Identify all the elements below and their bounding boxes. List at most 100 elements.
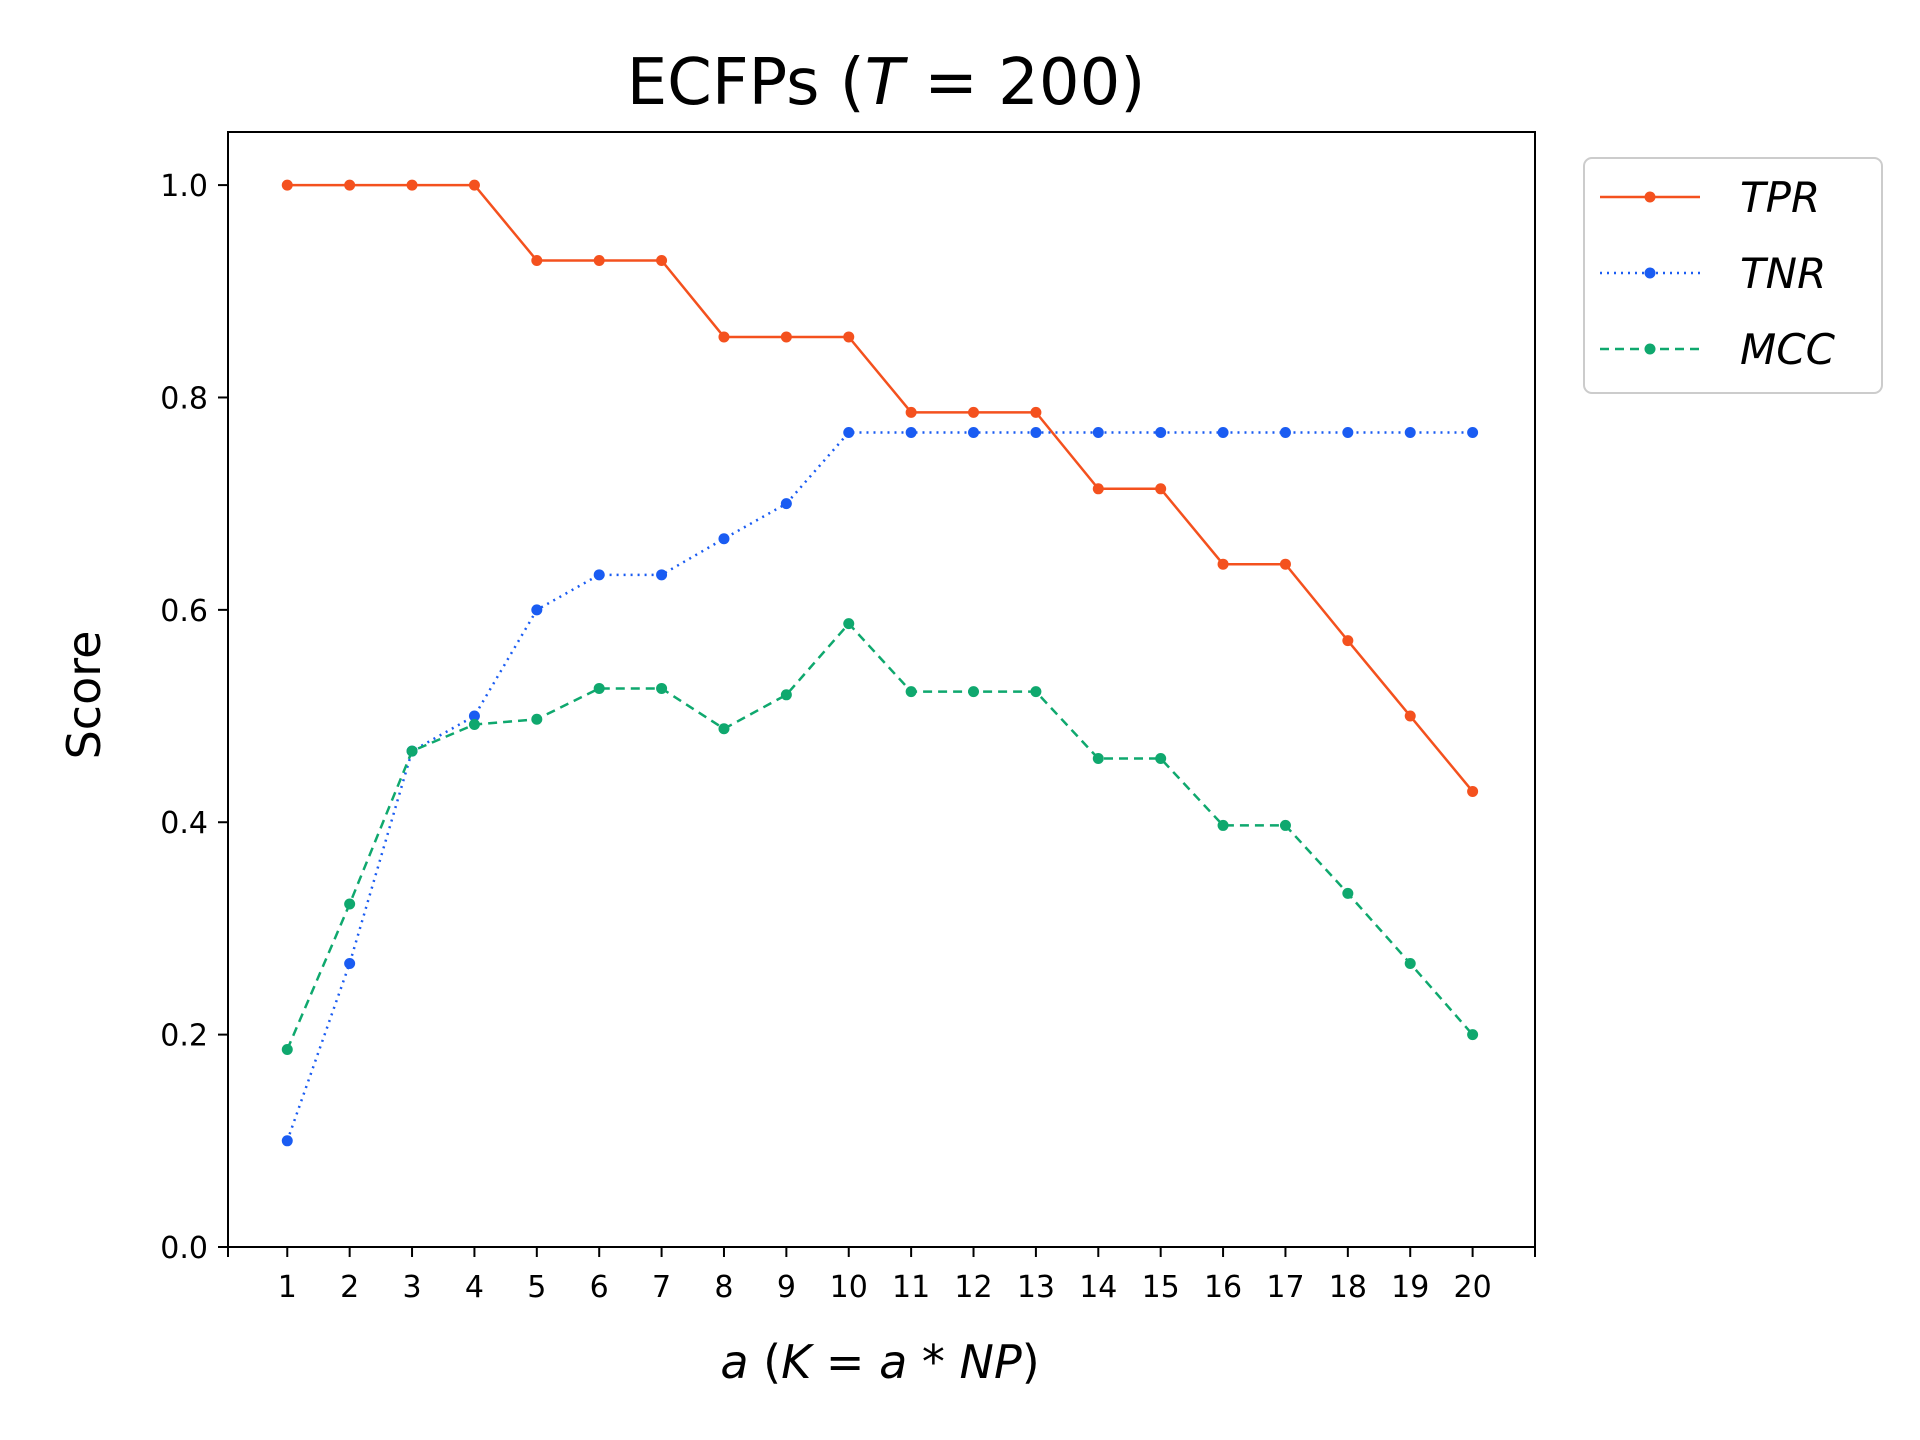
data-point — [1467, 1029, 1479, 1041]
legend-box — [1583, 157, 1883, 394]
series-layer — [281, 179, 1479, 1147]
data-point — [718, 723, 730, 735]
y-tick-label: 0.4 — [160, 806, 208, 841]
data-point — [843, 427, 855, 439]
legend-marker — [1644, 191, 1656, 203]
data-point — [1467, 427, 1479, 439]
data-point — [1404, 957, 1416, 969]
data-point — [1092, 483, 1104, 495]
series-tpr — [281, 179, 1479, 797]
series-line-mcc — [286, 621, 1474, 1050]
data-point — [531, 604, 543, 616]
y-tick-label: 0.0 — [160, 1231, 208, 1266]
data-point — [281, 1135, 293, 1147]
x-tick-label: 5 — [527, 1270, 546, 1305]
x-tick-label: 9 — [777, 1270, 796, 1305]
data-point — [1404, 710, 1416, 722]
data-point — [780, 498, 792, 510]
y-tick-label: 1.0 — [160, 169, 208, 204]
data-point — [1279, 819, 1291, 831]
data-point — [281, 1043, 293, 1055]
x-tick-label: 8 — [714, 1270, 733, 1305]
data-point — [718, 331, 730, 343]
chart-title: ECFPs (T = 200) — [627, 46, 1146, 120]
data-point — [1155, 427, 1167, 439]
data-point — [593, 254, 605, 266]
x-tick-label: 13 — [1017, 1270, 1055, 1305]
data-point — [1279, 427, 1291, 439]
x-axis: 1 2 3 4 5 6 7 8 9 10 11 12 13 14 15 16 17 18 19 20 — [227, 1247, 1536, 1305]
x-tick-label: 15 — [1142, 1270, 1180, 1305]
x-tick-label: 16 — [1204, 1270, 1242, 1305]
legend-item-tnr: TNR — [1600, 249, 1826, 298]
x-tick-label: 1 — [278, 1270, 297, 1305]
x-tick-label: 6 — [590, 1270, 609, 1305]
y-tick-label: 0.2 — [160, 1019, 208, 1054]
x-tick-label: 10 — [830, 1270, 868, 1305]
legend-label: TPR — [1740, 173, 1820, 222]
data-point — [718, 533, 730, 545]
legend-marker — [1644, 343, 1656, 355]
series-mcc — [281, 618, 1479, 1055]
series-line-tpr — [287, 183, 1474, 793]
data-point — [406, 179, 418, 191]
y-axis: 0.0 0.2 0.4 0.6 0.8 1.0 — [160, 169, 228, 1266]
x-axis-title: a (K = a * NP) — [720, 1335, 1039, 1389]
x-tick-label: 7 — [652, 1270, 671, 1305]
y-tick-label: 0.8 — [160, 381, 208, 416]
legend: TPR TNR MCC — [1583, 157, 1883, 394]
data-point — [531, 254, 543, 266]
data-point — [1279, 558, 1291, 570]
legend-item-mcc: MCC — [1600, 325, 1836, 374]
data-point — [1030, 406, 1042, 418]
data-point — [780, 689, 792, 701]
data-point — [531, 713, 543, 725]
x-tick-label: 20 — [1454, 1270, 1492, 1305]
data-point — [1342, 887, 1354, 899]
legend-item-tpr: TPR — [1600, 173, 1820, 222]
data-point — [344, 179, 356, 191]
data-point — [968, 406, 980, 418]
x-tick-label: 4 — [465, 1270, 484, 1305]
data-point — [905, 427, 917, 439]
y-tick-label: 0.6 — [160, 594, 208, 629]
data-point — [281, 179, 293, 191]
x-tick-label: 19 — [1391, 1270, 1429, 1305]
data-point — [1342, 635, 1354, 647]
data-point — [1217, 427, 1229, 439]
data-point — [1155, 483, 1167, 495]
series-tnr — [281, 427, 1479, 1147]
data-point — [468, 719, 480, 731]
data-point — [968, 427, 980, 439]
data-point — [1342, 427, 1354, 439]
plot-frame — [227, 131, 1536, 1248]
data-point — [468, 179, 480, 191]
data-point — [656, 682, 668, 694]
x-tick-label: 2 — [340, 1270, 359, 1305]
data-point — [344, 898, 356, 910]
x-tick-label: 14 — [1079, 1270, 1117, 1305]
data-point — [843, 618, 855, 630]
data-point — [968, 686, 980, 698]
data-point — [1030, 686, 1042, 698]
legend-marker — [1644, 267, 1656, 279]
data-point — [1404, 427, 1416, 439]
data-point — [905, 686, 917, 698]
data-point — [1467, 785, 1479, 797]
x-tick-label: 3 — [402, 1270, 421, 1305]
data-point — [1217, 558, 1229, 570]
data-point — [656, 254, 668, 266]
legend-label: TNR — [1740, 249, 1826, 298]
data-point — [1155, 753, 1167, 765]
data-point — [843, 331, 855, 343]
x-tick-label: 17 — [1266, 1270, 1304, 1305]
data-point — [1030, 427, 1042, 439]
data-point — [593, 569, 605, 581]
y-axis-title: Score — [57, 631, 111, 760]
x-tick-label: 12 — [954, 1270, 992, 1305]
data-point — [468, 710, 480, 722]
data-point — [1217, 819, 1229, 831]
legend-label: MCC — [1740, 325, 1836, 374]
data-point — [593, 682, 605, 694]
